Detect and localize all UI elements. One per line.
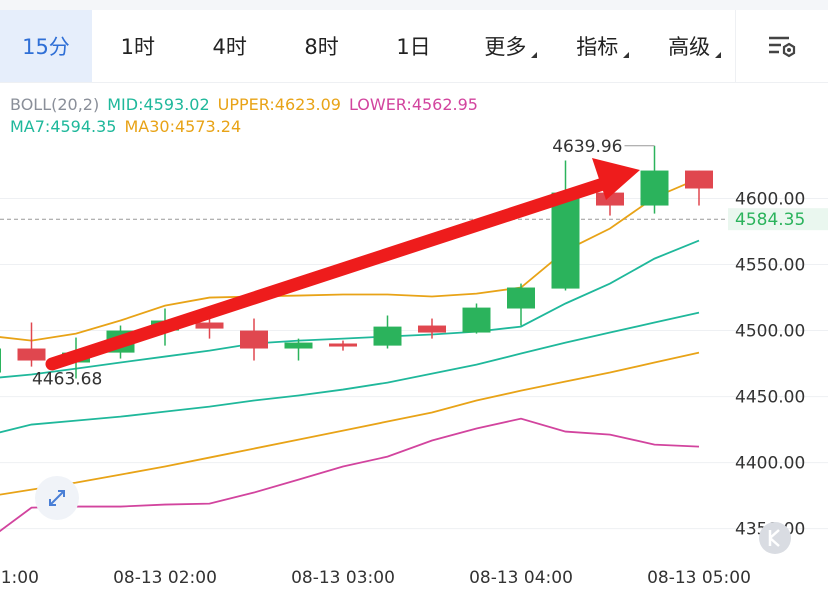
expand-button[interactable] (35, 476, 79, 520)
x-tick-label: 08-13 04:00 (469, 568, 573, 588)
min-label: 4463.68 (32, 370, 102, 390)
candle-body (240, 330, 268, 349)
interval-tabs: 15分 1时 4时 8时 1日 更多 指标 高级 (0, 10, 828, 83)
candle-body (329, 343, 357, 347)
kline-button[interactable] (759, 522, 791, 554)
candle-body (284, 342, 313, 349)
legend-row: MA7:4594.35 MA30:4573.24 (10, 116, 486, 138)
last-price-label: 4584.35 (735, 210, 805, 230)
x-tick-label: 08-13 05:00 (647, 568, 751, 588)
candle-body (418, 325, 446, 333)
indicator-line (0, 177, 700, 342)
y-tick-label: 4500.00 (735, 322, 805, 342)
x-tick-label: 08-13 02:00 (113, 568, 217, 588)
settings-glyph (769, 36, 796, 58)
legend-item: BOLL(20,2) (10, 95, 100, 114)
candle-body (373, 326, 402, 346)
interval-tab[interactable]: 更多 (459, 10, 551, 82)
interval-tab[interactable]: 8时 (304, 35, 339, 59)
indicator-line (0, 417, 700, 533)
interval-tab[interactable]: 4时 (212, 35, 247, 59)
y-tick-label: 4550.00 (735, 256, 805, 276)
interval-tab[interactable]: 指标 (551, 10, 643, 82)
candle-body (685, 170, 713, 189)
interval-tab[interactable]: 1日 (396, 35, 431, 59)
y-tick-label: 4400.00 (735, 454, 805, 474)
legend-item: UPPER:4623.09 (217, 95, 341, 114)
legend-item: MA7:4594.35 (10, 117, 117, 136)
candle-body (17, 348, 46, 361)
last-price-box (728, 208, 828, 231)
x-tick-label: 08-13 01:00 (0, 568, 39, 588)
candle-body (551, 192, 580, 289)
candle-body (640, 170, 669, 206)
y-tick-label: 4450.00 (735, 388, 805, 408)
candle-body (195, 322, 224, 329)
indicator-line (0, 351, 700, 496)
interval-tab[interactable]: 高级 (643, 10, 735, 82)
axis: 4350.004400.004450.004500.004550.004600.… (0, 137, 828, 588)
legend-item: MID:4593.02 (107, 95, 210, 114)
indicator-line (0, 239, 700, 379)
y-tick-label: 4600.00 (735, 190, 805, 210)
candle-body (596, 192, 624, 206)
x-tick-label: 08-13 03:00 (291, 568, 395, 588)
indicator-line (0, 311, 700, 434)
candle-body (462, 307, 491, 333)
settings-icon[interactable] (735, 10, 828, 82)
trend-arrow (45, 158, 640, 371)
legend-row: BOLL(20,2) MID:4593.02 UPPER:4623.09 LOWER:… (10, 94, 486, 116)
candle-body (0, 348, 1, 373)
interval-tab[interactable]: 15分 (0, 10, 92, 82)
indicator-legend: BOLL(20,2) MID:4593.02 UPPER:4623.09 LOWER:… (10, 94, 486, 138)
max-label: 4639.96 (552, 137, 622, 157)
legend-item: MA30:4573.24 (124, 117, 242, 136)
legend-item: LOWER:4562.95 (348, 95, 478, 114)
status-strip (0, 0, 828, 10)
candle-body (507, 287, 535, 309)
interval-tab[interactable]: 1时 (120, 35, 156, 59)
